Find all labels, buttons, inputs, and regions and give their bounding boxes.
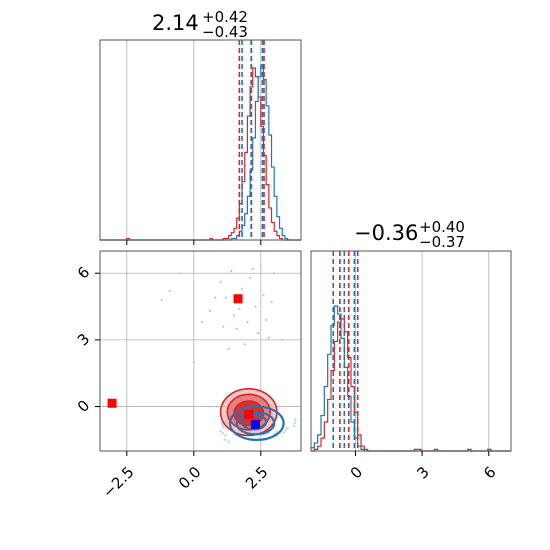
y-param-title-upper: +0.40 [419, 218, 465, 236]
joint-sample-point [259, 265, 262, 268]
y-hist-ticks: 0 3 6 [347, 451, 500, 483]
joint-sample-point [248, 276, 252, 279]
joint-sample-point [262, 294, 265, 297]
joint-frame [99, 250, 302, 452]
joint-sample-point [220, 421, 224, 425]
x-param-title-upper: +0.42 [202, 8, 248, 26]
x-param-histogram-panel [99, 39, 302, 245]
joint-sample-point [219, 429, 222, 433]
joint-y-tick-label: 6 [74, 263, 93, 282]
joint-sample-point [292, 424, 296, 428]
y-hist-grid [355, 251, 490, 451]
joint-sample-point [230, 269, 233, 273]
joint-sample-point [222, 325, 225, 328]
joint-x-tick-label: 2.5 [242, 463, 272, 493]
joint-sample-point [267, 336, 271, 339]
x-param-title-median: 2.14 [152, 11, 199, 35]
joint-sample-point [208, 309, 212, 313]
red-marker [233, 294, 243, 304]
joint-sample-point [224, 296, 228, 299]
joint-sample-point [238, 307, 241, 310]
joint-sample-point [293, 418, 297, 422]
joint-sample-point [168, 289, 171, 293]
joint-sample-point [251, 267, 254, 270]
blue-contour-outer [228, 405, 285, 441]
joint-sample-point [243, 343, 246, 346]
joint-sample-point [222, 426, 226, 429]
x-hist-series [100, 64, 301, 241]
joint-sample-point [179, 272, 182, 275]
x-hist-blue-series [100, 64, 301, 241]
blue-contour-mid [235, 411, 276, 436]
y-param-title-median: −0.36 [354, 221, 418, 245]
joint-sample-point [221, 432, 225, 435]
x-hist-frame [99, 39, 302, 241]
blue-marker [250, 419, 260, 429]
joint-sample-point [160, 298, 163, 302]
y-hist-blue-series [311, 305, 511, 452]
joint-sample-point [270, 300, 273, 304]
y-hist-series [311, 305, 511, 452]
joint-y-tick-label: 0 [74, 396, 93, 415]
joint-markers [107, 294, 260, 429]
joint-sample-point [224, 434, 227, 437]
joint-sample-point [286, 426, 289, 429]
joint-sample-point [273, 272, 276, 275]
joint-sample-point [214, 296, 217, 299]
joint-x-tick-label: 0.0 [175, 463, 205, 493]
joint-density-panel: −2.5 0.0 2.5 0 3 6 [74, 250, 302, 502]
joint-sample-point [256, 332, 260, 335]
joint-sample-point [254, 305, 257, 308]
joint-y-tick-label: 3 [74, 330, 93, 349]
joint-sample-point [240, 287, 244, 290]
joint-sample-point [281, 338, 284, 342]
joint-sample-point [264, 318, 268, 322]
joint-sample-point [227, 347, 230, 350]
joint-sample-point [223, 438, 227, 442]
joint-sample-point [282, 431, 286, 434]
x-hist-grid [126, 40, 262, 240]
joint-sample-point [200, 320, 204, 324]
y-param-histogram-panel: 0 3 6 [310, 250, 512, 483]
y-hist-quantile-lines [332, 251, 359, 451]
joint-sample-point [232, 314, 236, 317]
joint-sample-point [293, 421, 297, 425]
joint-x-tick-label: −2.5 [99, 463, 137, 501]
x-hist-red-series [100, 67, 301, 241]
blue-contour-inner [240, 413, 268, 431]
joint-sample-point [227, 440, 231, 443]
red-marker [244, 409, 254, 419]
y-param-title-lower: −0.37 [419, 233, 465, 251]
y-hist-frame [310, 250, 512, 452]
x-param-title-lower: −0.43 [202, 23, 248, 41]
joint-sample-point [235, 327, 238, 330]
red-marker [107, 398, 117, 408]
joint-sample-point [192, 360, 195, 364]
y-hist-tick-label: 0 [347, 463, 366, 482]
x-hist-ticks [126, 240, 262, 245]
x-hist-quantile-lines [238, 40, 265, 240]
joint-sample-point [219, 280, 222, 284]
joint-sample-point [246, 320, 249, 324]
y-hist-tick-label: 3 [413, 463, 432, 482]
joint-sample-point [284, 428, 288, 432]
y-hist-tick-label: 6 [480, 463, 499, 482]
joint-sample-point [221, 424, 224, 427]
